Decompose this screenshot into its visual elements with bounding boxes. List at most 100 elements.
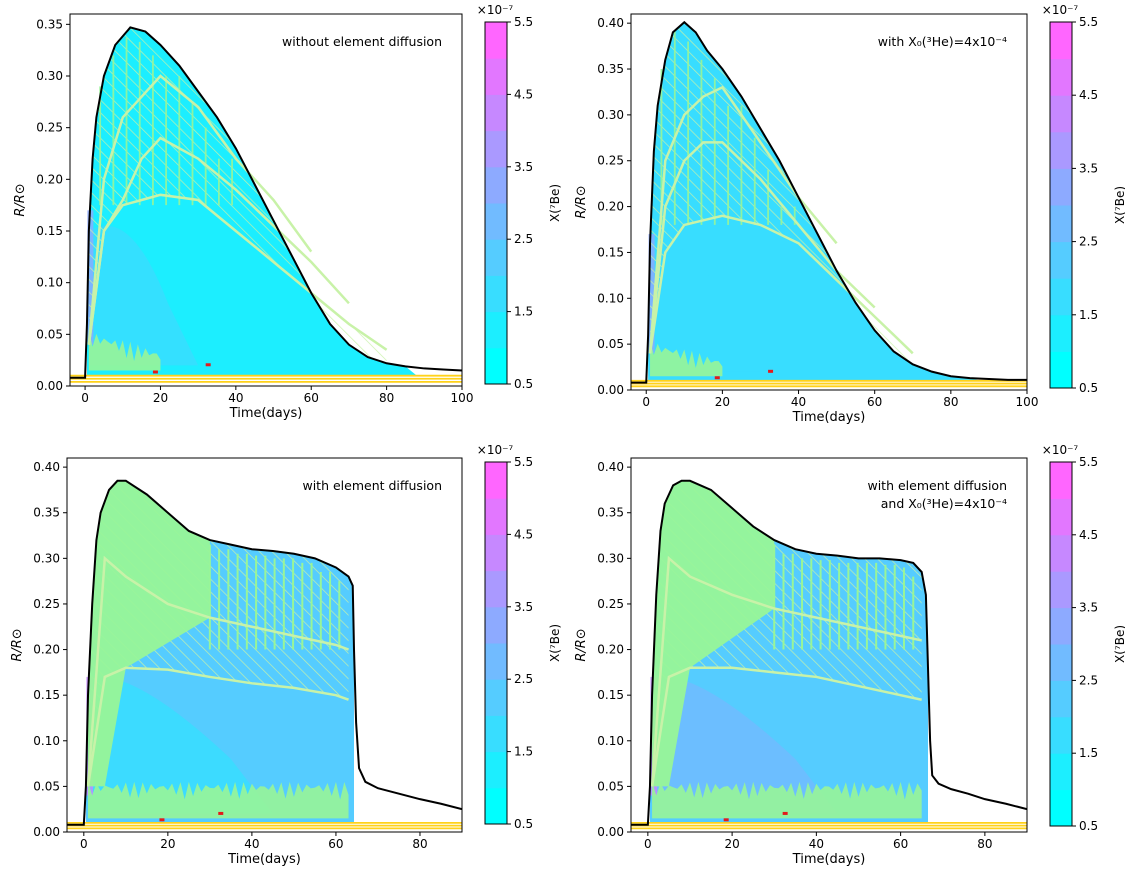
x-tick-label: 0	[80, 837, 88, 851]
x-tick-label: 60	[304, 391, 319, 405]
colorbar: 5.5 4.5 3.5 2.5 1.5 0.5 ×10⁻⁷ X(⁷Be)	[1042, 3, 1125, 395]
x-tick-label: 40	[228, 391, 243, 405]
colorbar-label: X(⁷Be)	[548, 184, 562, 222]
x-tick-label: 0	[81, 391, 89, 405]
y-tick-label: 0.40	[33, 460, 60, 474]
colorbar-band	[485, 58, 507, 95]
y-tick-label: 0.40	[597, 16, 624, 30]
x-tick-label: 20	[724, 837, 739, 851]
y-tick-label: 0.00	[36, 379, 63, 393]
x-tick-label: 40	[809, 837, 824, 851]
colorbar-tick-label: 2.5	[514, 672, 533, 686]
convective-boundary-line	[648, 214, 914, 355]
y-tick-label: 0.35	[597, 506, 624, 520]
colorbar-band	[1050, 168, 1072, 206]
red-spot	[218, 811, 224, 815]
colorbar-band	[1050, 351, 1072, 389]
colorbar-multiplier: ×10⁻⁷	[477, 3, 514, 17]
panel-annotation: and X₀(³He)=4x10⁻⁴	[881, 496, 1007, 511]
overshoot-hatch-region	[650, 22, 913, 365]
colorbar-tick-label: 2.5	[514, 232, 533, 246]
colorbar-tick-label: 2.5	[1079, 235, 1098, 249]
colorbar-multiplier: ×10⁻⁷	[477, 443, 514, 457]
convective-boundary-line	[87, 74, 313, 345]
colorbar-frame	[484, 21, 508, 385]
y-tick-label: 0.20	[36, 172, 63, 186]
panel-annotation: with element diffusion	[867, 478, 1007, 493]
colorbar-band	[485, 347, 507, 385]
panel-annotation: with element diffusion	[302, 478, 442, 493]
x-tick-label: 60	[867, 395, 882, 409]
colorbar-band	[485, 166, 507, 204]
x-tick-label: 20	[160, 837, 175, 851]
y-tick-label: 0.30	[597, 108, 624, 122]
colorbar-tick-label: 3.5	[514, 160, 533, 174]
y-tick-label: 0.05	[33, 779, 60, 793]
colorbar: 5.5 4.5 3.5 2.5 1.5 0.5 ×10⁻⁷ X(⁷Be)	[1042, 443, 1125, 833]
x-tick-label: 60	[893, 837, 908, 851]
colorbar-tick-label: 3.5	[1079, 161, 1098, 175]
y-tick-label: 0.30	[36, 69, 63, 83]
convective-boundary-line	[86, 555, 349, 787]
colorbar-band	[1050, 716, 1072, 754]
colorbar-frame	[1049, 461, 1073, 827]
y-axis-label: R/R⊙	[574, 628, 589, 661]
x-tick-label: 100	[451, 391, 474, 405]
be7-core-region	[88, 225, 199, 366]
colorbar-band	[485, 462, 507, 499]
panel-annotation: without element diffusion	[282, 34, 442, 49]
colorbar-tick-label: 2.5	[1079, 673, 1098, 687]
colorbar-band	[485, 239, 507, 276]
colorbar-tick-label: 3.5	[1079, 601, 1098, 615]
red-spot	[768, 369, 774, 373]
y-tick-label: 0.35	[597, 62, 624, 76]
axes-frame	[69, 13, 463, 387]
colorbar-tick-label: 1.5	[1079, 308, 1098, 322]
y-axis-label: R/R⊙	[10, 628, 25, 661]
colorbar-tick-label: 4.5	[1079, 88, 1098, 102]
radius-curve	[67, 479, 462, 826]
colorbar-label: X(⁷Be)	[1113, 186, 1125, 224]
y-tick-label: 0.30	[33, 551, 60, 565]
x-tick-label: 20	[715, 395, 730, 409]
red-spot	[714, 376, 720, 380]
colorbar-band	[485, 534, 507, 572]
colorbar-band	[485, 94, 507, 132]
colorbar-band	[1050, 205, 1072, 243]
convective-region	[88, 480, 210, 787]
colorbar-band	[485, 275, 507, 313]
colorbar-multiplier: ×10⁻⁷	[1042, 443, 1079, 457]
red-spot	[782, 811, 788, 815]
y-tick-label: 0.25	[597, 154, 624, 168]
y-tick-label: 0.10	[33, 734, 60, 748]
colorbar-band	[1050, 498, 1072, 536]
envelope-convective-band	[88, 772, 349, 819]
radius-curve	[631, 20, 1027, 384]
y-tick-label: 0.05	[36, 327, 63, 341]
y-tick-label: 0.20	[597, 200, 624, 214]
x-axis-label: Time(days)	[229, 406, 303, 421]
y-tick-label: 0.05	[597, 779, 624, 793]
y-tick-label: 0.10	[597, 734, 624, 748]
plot-area	[631, 20, 1027, 388]
colorbar-band	[1050, 644, 1072, 681]
x-tick-label: 40	[791, 395, 806, 409]
colorbar-tick-label: 4.5	[514, 527, 533, 541]
y-tick-label: 0.30	[597, 551, 624, 565]
colorbar-tick-label: 5.5	[1079, 15, 1098, 29]
convective-boundary-line	[650, 666, 922, 787]
convective-boundary-line	[648, 85, 838, 354]
colorbar-band	[485, 787, 507, 825]
red-spot	[152, 370, 158, 374]
axes-frame	[66, 457, 463, 833]
y-tick-label: 0.25	[597, 597, 624, 611]
colorbar-tick-label: 0.5	[514, 817, 533, 831]
colorbar-band	[1050, 753, 1072, 791]
panel-annotation: with X₀(³He)=4x10⁻⁴	[878, 34, 1007, 49]
colorbar: 5.5 4.5 3.5 2.5 1.5 0.5 ×10⁻⁷ X(⁷Be)	[477, 3, 562, 391]
radius-curve	[70, 26, 462, 379]
colorbar-tick-label: 4.5	[514, 87, 533, 101]
colorbar-band	[1050, 58, 1072, 96]
colorbar-band	[485, 570, 507, 608]
